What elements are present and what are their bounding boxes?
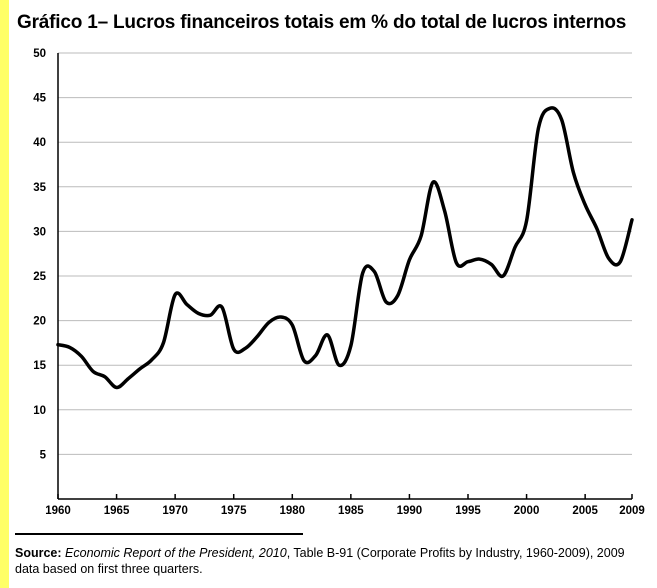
- data-point-2008: [619, 260, 622, 263]
- x-tick-label: 1975: [221, 505, 247, 517]
- data-point-2006: [595, 227, 599, 230]
- data-point-1964: [103, 375, 107, 378]
- data-point-1970: [173, 293, 177, 296]
- data-point-1995: [466, 260, 470, 263]
- x-tick-label: 1965: [104, 505, 130, 517]
- data-point-2000: [525, 219, 528, 222]
- x-tick-label: 1980: [279, 505, 305, 517]
- data-point-1963: [91, 370, 95, 373]
- data-point-1979: [279, 315, 282, 319]
- data-point-1967: [138, 367, 142, 370]
- source-divider: [15, 533, 303, 535]
- x-tick-label: 1985: [338, 505, 364, 517]
- y-tick-label: 10: [33, 405, 46, 417]
- x-tick-label: 2005: [572, 505, 598, 517]
- y-tick-label: 40: [33, 137, 46, 149]
- y-tick-label: 35: [33, 182, 46, 194]
- data-point-1985: [349, 344, 353, 347]
- data-point-1980: [291, 323, 294, 327]
- x-tick-label: 1970: [162, 505, 188, 517]
- data-point-2007: [607, 257, 610, 260]
- data-point-1994: [455, 261, 458, 264]
- data-point-1962: [80, 355, 83, 358]
- data-point-1981: [302, 359, 306, 362]
- data-point-2004: [572, 171, 575, 174]
- x-tick-label: 2000: [514, 505, 540, 517]
- data-point-2002: [548, 107, 552, 110]
- data-point-1997: [490, 263, 493, 266]
- data-point-1993: [443, 209, 446, 213]
- data-point-1982: [314, 354, 317, 357]
- grid-lines: [58, 52, 632, 455]
- data-point-1996: [478, 257, 481, 261]
- x-tick-label: 1960: [45, 505, 71, 517]
- data-point-2005: [583, 203, 587, 206]
- data-point-1991: [419, 234, 423, 238]
- data-point-1961: [68, 346, 71, 349]
- data-point-1974: [220, 306, 224, 309]
- chart-title: Gráfico 1– Lucros financeiros totais em …: [17, 12, 627, 33]
- data-point-1999: [513, 246, 517, 249]
- data-point-1966: [127, 377, 130, 380]
- y-tick-label: 45: [33, 93, 46, 105]
- data-point-1990: [408, 258, 411, 262]
- source-note: Source: Economic Report of the President…: [15, 545, 645, 577]
- x-tick-label: 1990: [397, 505, 423, 517]
- data-point-2003: [560, 118, 563, 122]
- series-line-0: [56, 106, 634, 390]
- y-tick-label: 15: [33, 360, 46, 372]
- data-point-1986: [361, 272, 364, 275]
- data-point-1984: [337, 364, 341, 367]
- y-tick-label: 30: [33, 226, 46, 238]
- data-point-1988: [384, 300, 388, 304]
- y-tick-label: 20: [33, 316, 46, 328]
- data-point-2009: [630, 218, 634, 221]
- data-point-1989: [396, 294, 399, 297]
- source-report-title: Economic Report of the President, 2010: [65, 546, 287, 560]
- series-layer: [56, 106, 634, 390]
- data-point-1972: [197, 312, 200, 315]
- tick-labels: 5 10 15 20 25 30 35 40 45 50 1960 1965 1970 1975 1980 1…: [33, 48, 645, 517]
- data-point-1975: [232, 347, 235, 351]
- axes: [57, 53, 633, 500]
- x-tick-label: 2009: [619, 505, 645, 517]
- data-point-1977: [255, 335, 259, 338]
- x-tick-label: 1995: [455, 505, 481, 517]
- y-tick-label: 5: [40, 449, 47, 461]
- data-point-1968: [150, 358, 153, 361]
- data-point-1998: [501, 274, 505, 278]
- data-point-1969: [162, 341, 165, 345]
- data-point-1973: [209, 314, 212, 317]
- data-point-1960: [56, 343, 60, 346]
- source-label: Source:: [15, 546, 62, 560]
- data-point-1987: [373, 270, 376, 273]
- data-point-1971: [185, 303, 189, 306]
- data-point-2001: [537, 127, 540, 130]
- data-point-1965: [115, 386, 118, 389]
- y-tick-label: 50: [33, 48, 46, 60]
- data-point-1992: [431, 181, 435, 184]
- left-accent-band: [0, 0, 9, 588]
- source-details: , Table B-91 (Corporate Profits by Indus…: [15, 546, 625, 576]
- y-tick-label: 25: [33, 271, 46, 283]
- data-point-1978: [267, 321, 271, 324]
- data-point-1976: [244, 347, 247, 350]
- data-point-1983: [326, 333, 329, 337]
